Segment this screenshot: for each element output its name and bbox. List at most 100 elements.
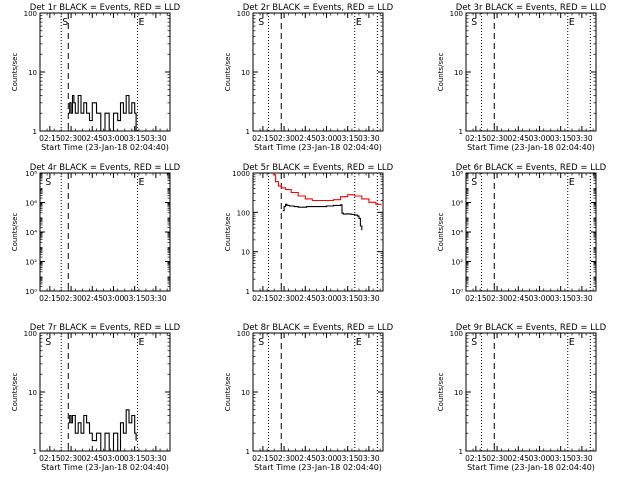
x-axis-label: Start Time (23-Jan-18 02:04:40) bbox=[467, 143, 595, 152]
panel-title: Det 5r BLACK = Events, RED = LLD bbox=[243, 163, 394, 173]
y-tick-label: 10² bbox=[25, 259, 37, 267]
end-marker: E bbox=[569, 17, 575, 28]
panel-title: Det 8r BLACK = Events, RED = LLD bbox=[243, 323, 394, 333]
y-tick-label: 10⁶ bbox=[25, 200, 37, 208]
y-tick-label: 100 bbox=[450, 10, 463, 18]
x-tick-label: 02:45 bbox=[507, 294, 529, 303]
y-axis-label: Counts/sec bbox=[224, 53, 232, 92]
events-series-line bbox=[282, 203, 363, 231]
x-tick-label: 03:00 bbox=[103, 134, 125, 143]
x-tick-label: 02:30 bbox=[273, 454, 295, 463]
y-tick-label: 1 bbox=[33, 128, 37, 136]
x-tick-label: 02:45 bbox=[507, 134, 529, 143]
start-marker: S bbox=[471, 177, 477, 188]
x-tick-label: 02:45 bbox=[81, 294, 103, 303]
start-marker: S bbox=[471, 337, 477, 348]
x-tick-label: 03:00 bbox=[103, 294, 125, 303]
panel-det-2: Det 2r BLACK = Events, RED = LLD 1 10 100 02… bbox=[224, 3, 394, 152]
panel-det-6: Det 6r BLACK = Events, RED = LLD 10⁰ 10² 10… bbox=[437, 163, 607, 303]
y-axis-label: Counts/sec bbox=[437, 213, 445, 252]
y-tick-label: 10⁴ bbox=[25, 229, 37, 237]
x-tick-label: 02:30 bbox=[486, 134, 508, 143]
panel-title: Det 7r BLACK = Events, RED = LLD bbox=[30, 323, 181, 333]
y-axis-label: Counts/sec bbox=[224, 373, 232, 412]
x-tick-label: 02:15 bbox=[39, 294, 61, 303]
x-tick-label: 02:15 bbox=[39, 454, 61, 463]
y-tick-label: 1 bbox=[33, 448, 37, 456]
lld-series-line bbox=[272, 174, 382, 205]
y-tick-label: 10 bbox=[454, 69, 463, 77]
y-tick-label: 1 bbox=[459, 448, 463, 456]
y-tick-label: 10 bbox=[241, 249, 250, 257]
plot-frame bbox=[252, 332, 384, 452]
x-tick-label: 03:30 bbox=[571, 134, 593, 143]
y-tick-label: 10⁸ bbox=[451, 170, 463, 178]
y-tick-label: 100 bbox=[24, 330, 37, 338]
y-axis-label: Counts/sec bbox=[437, 373, 445, 412]
x-tick-label: 02:45 bbox=[81, 134, 103, 143]
x-tick-label: 02:15 bbox=[465, 134, 487, 143]
x-tick-label: 03:15 bbox=[337, 294, 359, 303]
x-tick-label: 02:15 bbox=[252, 134, 274, 143]
x-tick-label: 02:45 bbox=[507, 454, 529, 463]
x-tick-label: 03:30 bbox=[145, 454, 167, 463]
y-axis-label: Counts/sec bbox=[224, 213, 232, 252]
start-marker: S bbox=[62, 17, 68, 28]
y-tick-label: 10⁸ bbox=[25, 170, 37, 178]
start-marker: S bbox=[45, 337, 51, 348]
panel-title: Det 9r BLACK = Events, RED = LLD bbox=[456, 323, 607, 333]
x-tick-label: 03:30 bbox=[145, 294, 167, 303]
y-tick-label: 10² bbox=[451, 259, 463, 267]
y-tick-label: 1 bbox=[246, 288, 250, 296]
x-tick-label: 03:15 bbox=[550, 294, 572, 303]
y-axis-label: Counts/sec bbox=[437, 53, 445, 92]
y-tick-label: 1000 bbox=[232, 170, 250, 178]
panel-det-4: Det 4r BLACK = Events, RED = LLD 10⁰ 10² 10… bbox=[11, 163, 181, 303]
x-tick-label: 02:15 bbox=[465, 454, 487, 463]
x-tick-label: 03:30 bbox=[571, 454, 593, 463]
x-tick-label: 02:45 bbox=[294, 134, 316, 143]
x-tick-label: 03:00 bbox=[316, 454, 338, 463]
end-marker: E bbox=[139, 17, 145, 28]
x-tick-label: 03:15 bbox=[124, 134, 146, 143]
y-tick-label: 100 bbox=[237, 330, 250, 338]
start-marker: S bbox=[258, 17, 264, 28]
plot-frame bbox=[465, 12, 597, 132]
x-tick-label: 03:00 bbox=[103, 454, 125, 463]
y-tick-label: 10 bbox=[28, 69, 37, 77]
y-tick-label: 10 bbox=[28, 389, 37, 397]
x-tick-label: 03:15 bbox=[337, 454, 359, 463]
y-axis-label: Counts/sec bbox=[11, 53, 19, 92]
y-tick-label: 100 bbox=[450, 330, 463, 338]
y-tick-label: 1 bbox=[246, 448, 250, 456]
events-series-line bbox=[68, 94, 137, 132]
panel-det-7: Det 7r BLACK = Events, RED = LLD 1 10 100 02… bbox=[11, 323, 181, 472]
y-tick-label: 1 bbox=[246, 128, 250, 136]
x-axis-label: Start Time (23-Jan-18 02:04:40) bbox=[254, 463, 382, 472]
plot-frame bbox=[252, 12, 384, 132]
panel-det-9: Det 9r BLACK = Events, RED = LLD 1 10 100 02… bbox=[437, 323, 607, 472]
y-tick-label: 10⁰ bbox=[451, 288, 463, 296]
end-marker: E bbox=[356, 337, 362, 348]
x-tick-label: 02:15 bbox=[39, 134, 61, 143]
x-tick-label: 02:15 bbox=[252, 454, 274, 463]
x-tick-label: 03:00 bbox=[316, 294, 338, 303]
panel-det-5: Det 5r BLACK = Events, RED = LLD 1 10 100 10… bbox=[224, 163, 394, 303]
x-tick-label: 03:30 bbox=[571, 294, 593, 303]
panel-title: Det 4r BLACK = Events, RED = LLD bbox=[30, 163, 181, 173]
plot-frame bbox=[465, 332, 597, 452]
panel-det-8: Det 8r BLACK = Events, RED = LLD 1 10 100 02… bbox=[224, 323, 394, 472]
x-tick-label: 02:30 bbox=[60, 454, 82, 463]
panel-title: Det 1r BLACK = Events, RED = LLD bbox=[30, 3, 181, 13]
start-marker: S bbox=[258, 337, 264, 348]
y-tick-label: 10 bbox=[241, 389, 250, 397]
y-tick-label: 1 bbox=[459, 128, 463, 136]
x-tick-label: 02:30 bbox=[273, 294, 295, 303]
x-tick-label: 02:30 bbox=[60, 134, 82, 143]
panel-det-1: Det 1r BLACK = Events, RED = LLD 1 10 100 02… bbox=[11, 3, 181, 152]
x-tick-label: 03:00 bbox=[316, 134, 338, 143]
start-marker: S bbox=[471, 17, 477, 28]
x-tick-label: 03:00 bbox=[529, 454, 551, 463]
y-tick-label: 10 bbox=[241, 69, 250, 77]
